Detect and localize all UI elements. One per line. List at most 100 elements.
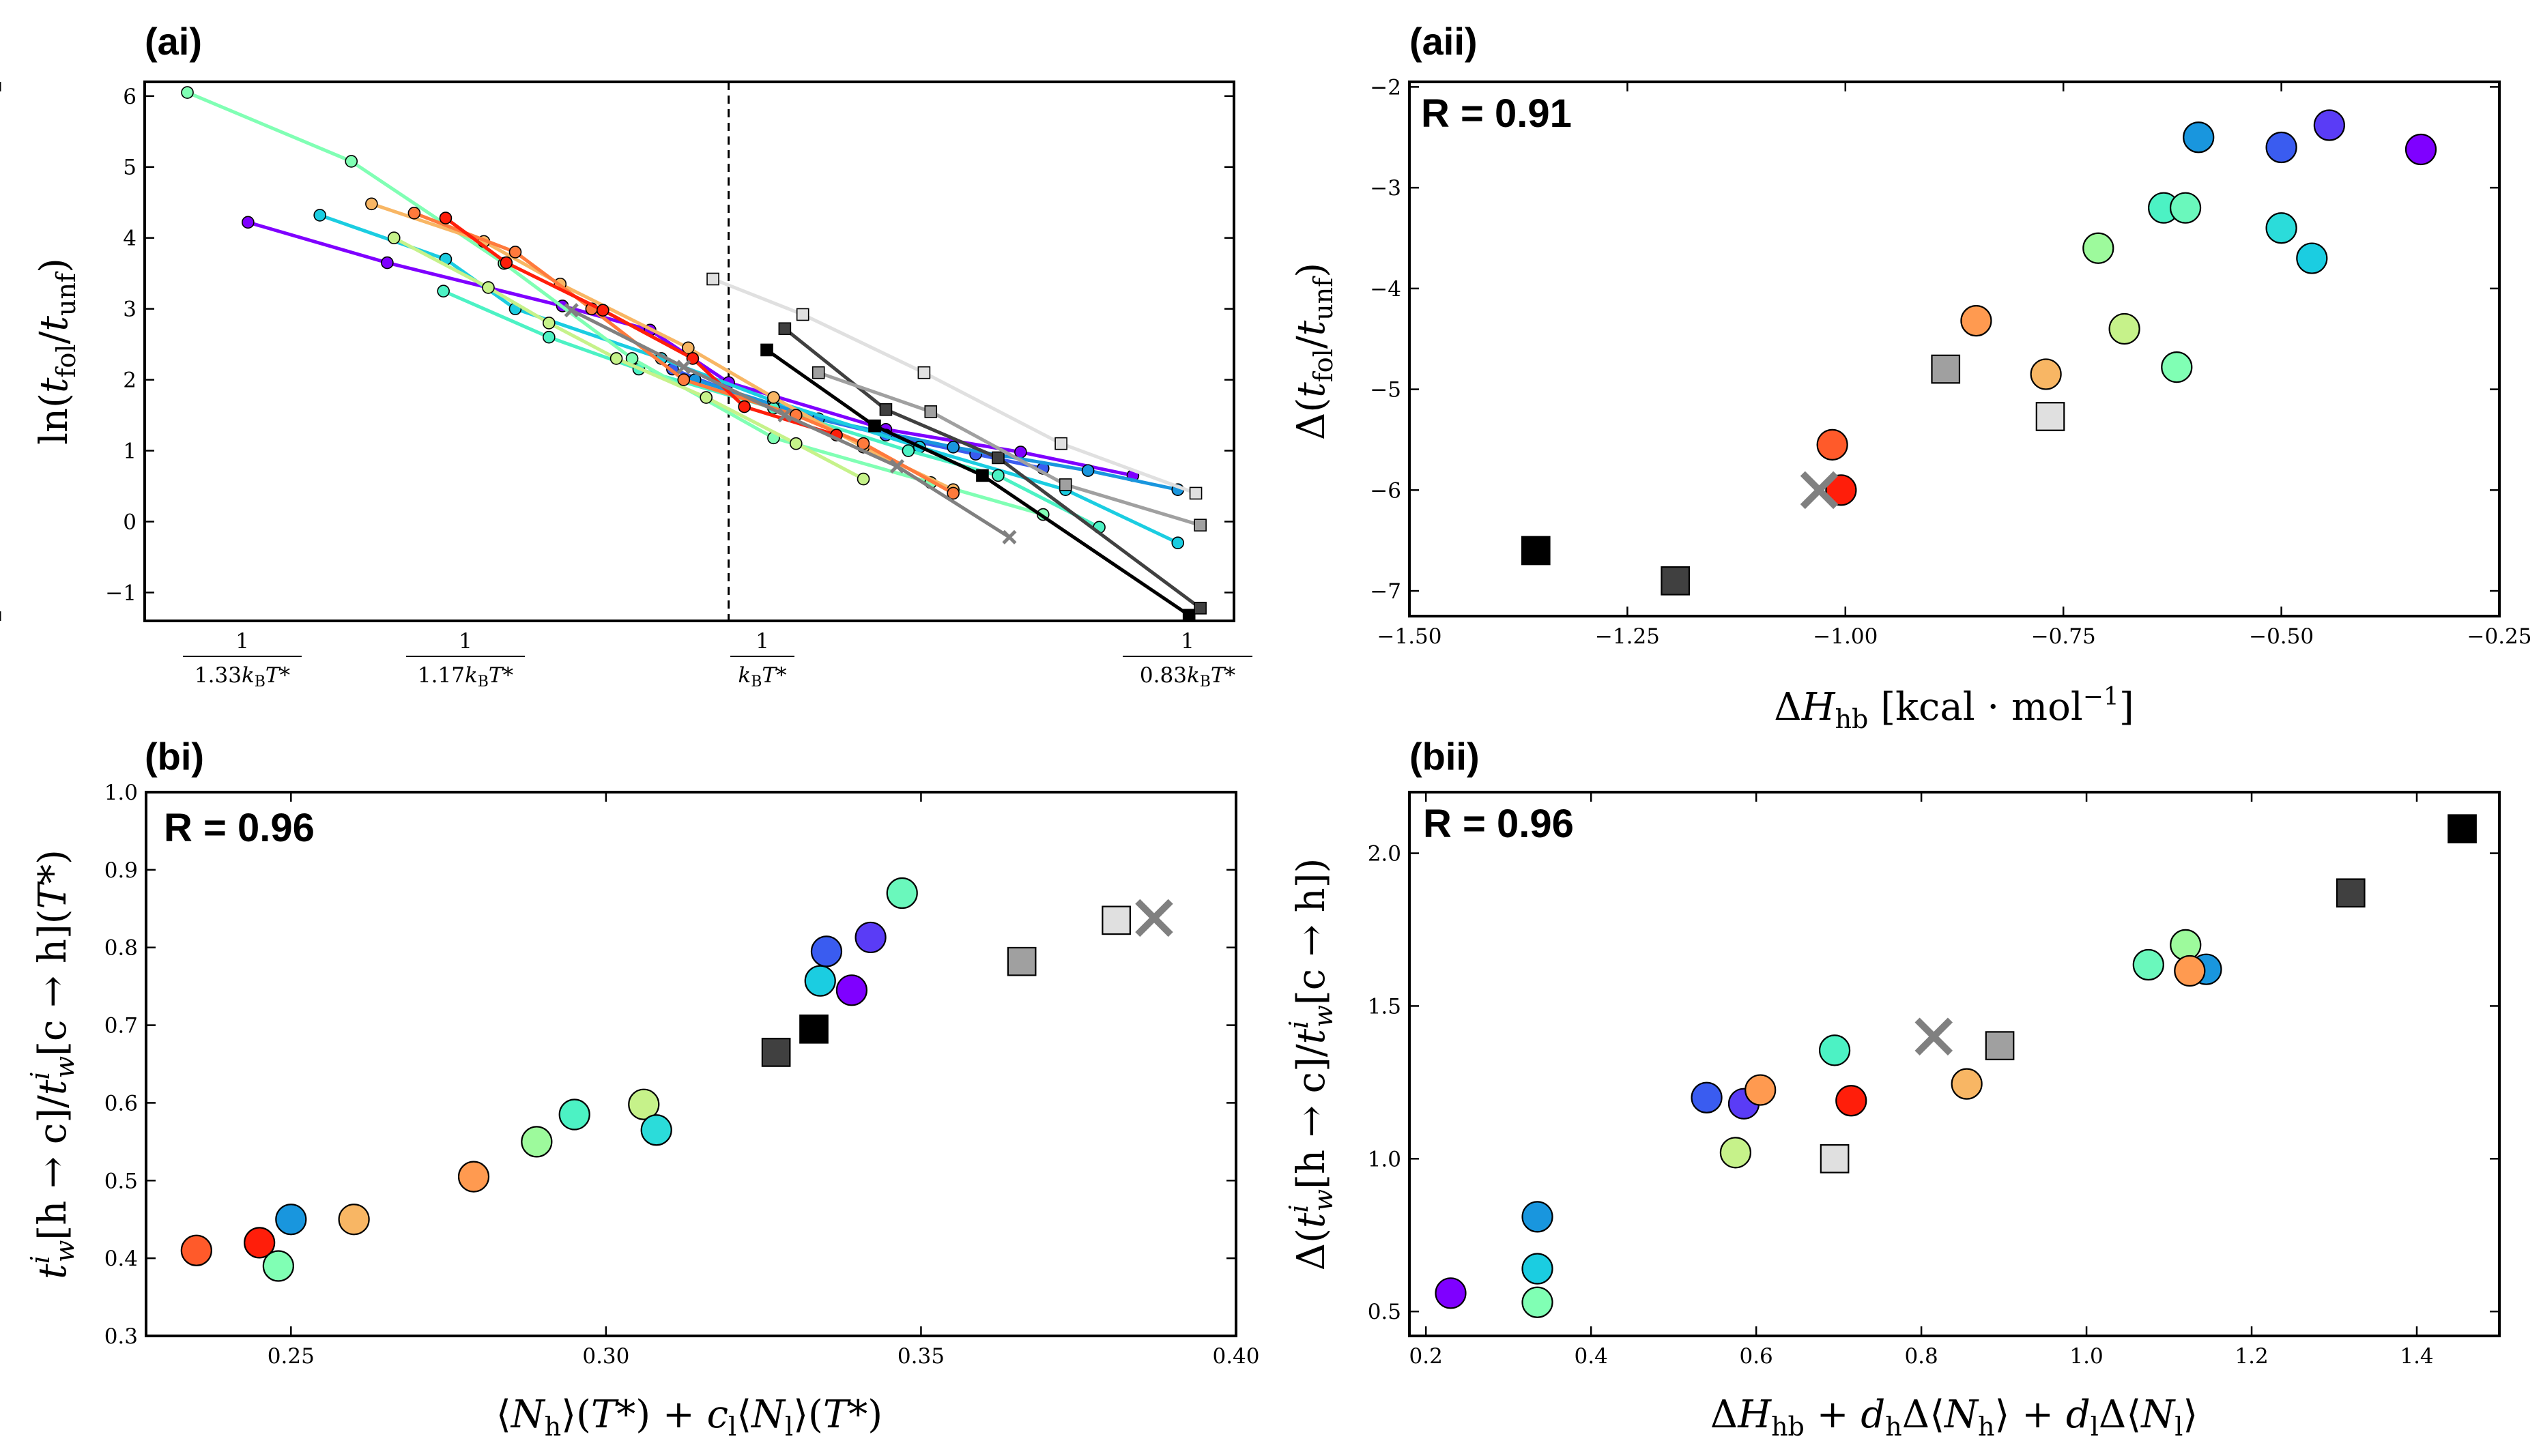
data-point [381,256,394,270]
xtick-numerator: 1 [756,629,769,654]
data-point [345,155,358,168]
y-tick-label: −1 [105,581,137,605]
data-point [1521,1201,1553,1233]
x-tick-label: −1.25 [1595,624,1660,649]
data-point [407,207,421,220]
xtick-numerator: 1 [235,629,249,654]
panel-bii-ylabel: Δ(tiw[h → c]/tiw[c → h]) [1284,858,1338,1271]
data-point [1059,478,1072,491]
data-point [868,419,881,433]
xtick-denominator: 1.33kBT* [195,663,290,690]
data-point [992,469,1005,482]
x-tick-label: 0.35 [898,1344,945,1369]
data-point [976,469,989,482]
data-point [1820,1144,1850,1174]
data-point [597,304,609,317]
data-point [1960,305,1992,337]
series-yellow-green [387,231,870,486]
xtick-denominator: 0.83kBT* [1140,663,1235,690]
y-tick-label: 1.5 [1368,994,1401,1019]
y-tick-label: 1 [123,439,137,464]
data-point [564,303,579,318]
data-point [947,441,960,454]
panel-ai-plot: −1 0 1 2 3 4 5 6 [0,82,1234,622]
x-tick-label: 0.25 [268,1344,315,1369]
data-point [262,1250,294,1282]
x-tick-label: 0.8 [1904,1344,1938,1369]
data-point [1435,1277,1467,1309]
panel-ai-ylabel: ln(tfol/tunf) [32,258,81,445]
y-tick-label: 0.5 [104,1169,138,1193]
xtick-numerator: 1 [1181,629,1194,654]
data-point [992,451,1005,465]
data-point [1189,486,1203,500]
panel-ai-xtick-1: 1 1.17kBT* [406,629,525,690]
data-point [1521,1286,1553,1318]
panel-bi-plot: 0.3 0.4 0.5 0.6 0.7 0.8 0.9 1.0 0.25 0.30 0.35 0.40 [104,781,1260,1369]
data-point [917,366,931,379]
panel-bi-r-label: R = 0.96 [164,806,315,850]
data-point [609,352,623,365]
y-tick-label: 0 [123,510,137,534]
data-point [1054,437,1067,450]
data-point [628,1088,660,1120]
y-tick-label: 0.5 [1368,1300,1401,1324]
data-point [1194,601,1207,615]
panel-aii-ylabel: Δ(tfol/tunf) [1289,263,1338,440]
data-point [365,197,378,211]
y-tick-label: 3 [123,297,137,322]
data-point [924,405,938,418]
data-point [1914,1017,1953,1055]
y-tick-label: 1.0 [104,781,138,805]
data-point [1719,1137,1751,1169]
data-point [543,317,556,330]
x-tick-label: 0.30 [582,1344,629,1369]
y-tick-label: 0.8 [104,936,138,961]
data-point [1182,609,1196,622]
series-line [818,370,1201,527]
y-tick-label: 0.6 [104,1091,138,1116]
data-point [2030,358,2062,390]
data-point [1931,354,1961,384]
data-point [508,246,522,259]
data-point [180,1234,212,1266]
data-point [313,209,326,222]
data-point [2265,131,2297,164]
y-tick-label: 0.7 [104,1014,138,1038]
data-point [855,921,887,954]
y-tick-label: −2 [1370,75,1401,100]
data-point [482,281,495,294]
panel-aii-plot: −7 −6 −5 −4 −3 −2 −1.50 −1.25 −1.00 −0.75 −0.50 −0.… [1370,75,2531,649]
panel-ai-frame [143,81,1235,622]
data-point [2035,402,2065,431]
data-point [760,343,773,357]
data-point [2169,192,2202,224]
data-point [2161,351,2193,383]
data-point [835,974,867,1006]
panel-ai-xtick-3: 1 0.83kBT* [1123,629,1252,690]
data-point [1818,1034,1851,1066]
xtick-denominator: 1.17kBT* [418,663,513,690]
y-tick-label: −4 [1370,277,1401,302]
panel-ai-xtick-0: 1 1.33kBT* [183,629,302,690]
data-point [2265,212,2297,244]
panel-bi-ylabel: tiw[h → c]/tiw[c → h](T*) [25,849,80,1279]
panel-bi: (bi) 0.30.40.50.60.70.80.91.00.25 0.30 0.3… [25,735,1260,1442]
data-point [1014,446,1027,458]
data-point [457,1161,490,1193]
data-point [1081,464,1095,477]
data-point [242,216,255,229]
x-tick-label: −1.50 [1377,624,1442,649]
data-point [1691,1081,1723,1113]
data-point [682,341,695,355]
data-point [2447,814,2477,844]
panel-bi-frame [145,791,1237,1337]
panel-ai-xticklabels: 1 1.33kBT* 1 1.17kBT* 1 kBT* 1 0.83kBT* [183,629,1252,690]
data-point [790,437,803,450]
data-point [181,86,194,99]
panel-aii-r-label: R = 0.91 [1421,91,1572,136]
data-point [812,366,825,379]
data-point [810,935,843,967]
data-point [2296,242,2328,274]
